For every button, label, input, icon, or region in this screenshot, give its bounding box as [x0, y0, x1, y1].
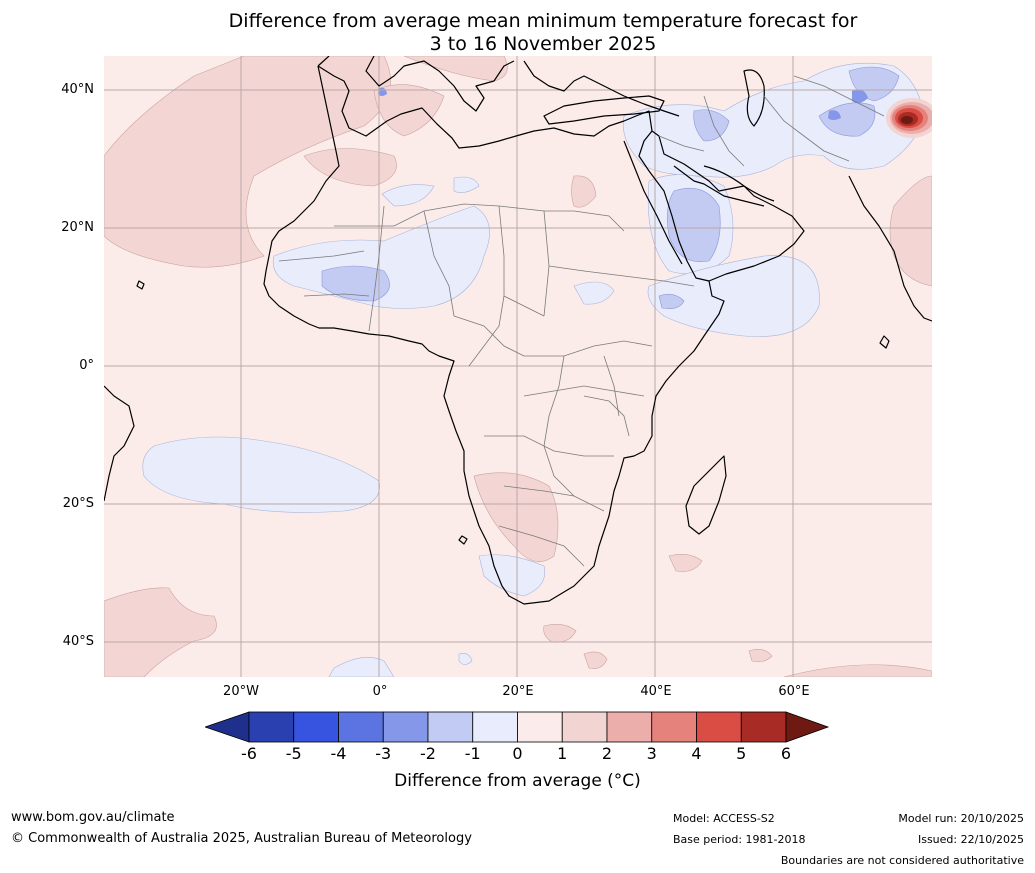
- colorbar-segment: [382, 711, 429, 743]
- footer-copyright: © Commonwealth of Australia 2025, Austra…: [11, 831, 472, 846]
- map-canvas: [104, 56, 932, 677]
- colorbar-tick-label: -5: [285, 744, 302, 763]
- colorbar-segment: [517, 711, 563, 743]
- colorbar-tick-label: 0: [512, 744, 523, 763]
- anomaly-hotspot: [886, 98, 932, 138]
- anomaly-negative-strong-regions: [378, 87, 868, 120]
- graticule: [104, 56, 932, 677]
- footer-website: www.bom.gov.au/climate: [11, 810, 175, 825]
- colorbar-segment: [472, 711, 518, 743]
- colorbar-segment: [651, 711, 697, 743]
- colorbar-segment: [696, 711, 742, 743]
- lon-label-20e: 20°E: [502, 684, 534, 699]
- lon-label-40e: 40°E: [640, 684, 672, 699]
- anomaly-positive-regions: [104, 56, 932, 677]
- colorbar-tick-label: -2: [420, 744, 436, 763]
- lat-label-20s: 20°S: [62, 496, 94, 511]
- colorbar-segment: [561, 711, 608, 743]
- footer-model: Model: ACCESS-S2: [673, 812, 775, 825]
- colorbar-segment: [427, 711, 474, 743]
- colorbar-tick-label: -4: [330, 744, 347, 763]
- lon-label-0: 0°: [372, 684, 388, 699]
- footer-issued: Issued: 22/10/2025: [917, 833, 1024, 846]
- lat-label-20n: 20°N: [61, 220, 94, 235]
- colorbar-tick-label: 1: [557, 744, 568, 763]
- colorbar-tick-label: 2: [601, 744, 613, 763]
- map-title: Difference from average mean minimum tem…: [100, 10, 986, 56]
- colorbar-extend-high: [785, 711, 830, 743]
- lon-label-60e: 60°E: [778, 684, 810, 699]
- footer-disclaimer: Boundaries are not considered authoritat…: [780, 854, 1024, 867]
- colorbar-segment: [293, 711, 339, 743]
- colorbar: [205, 711, 830, 743]
- colorbar-tick-label: 3: [646, 744, 657, 763]
- colorbar-tick-label: -1: [464, 744, 481, 763]
- lon-label-20w: 20°W: [223, 684, 259, 699]
- colorbar-tick-label: 6: [780, 744, 792, 763]
- colorbar-tick-label: 5: [736, 744, 747, 763]
- lat-label-40s: 40°S: [62, 634, 94, 649]
- colorbar-segment: [740, 711, 787, 743]
- colorbar-segment: [606, 711, 653, 743]
- colorbar-label: Difference from average (°C): [394, 771, 641, 791]
- colorbar-tick-label: -6: [241, 744, 257, 763]
- footer-model-run: Model run: 20/10/2025: [898, 812, 1024, 825]
- colorbar-segment: [338, 711, 384, 743]
- colorbar-tick-label: -3: [375, 744, 392, 763]
- title-line-1: Difference from average mean minimum tem…: [228, 10, 858, 32]
- colorbar-segment: [248, 711, 295, 743]
- title-line-2: 3 to 16 November 2025: [429, 33, 657, 55]
- colorbar-tick-label: 4: [691, 744, 702, 763]
- temperature-anomaly-map: [104, 56, 932, 677]
- coastlines: [104, 56, 932, 605]
- footer-base-period: Base period: 1981-2018: [673, 833, 806, 846]
- colorbar-extend-low: [205, 711, 250, 743]
- lat-label-0: 0°: [79, 358, 94, 373]
- lat-label-40n: 40°N: [61, 82, 94, 97]
- country-borders: [278, 75, 885, 567]
